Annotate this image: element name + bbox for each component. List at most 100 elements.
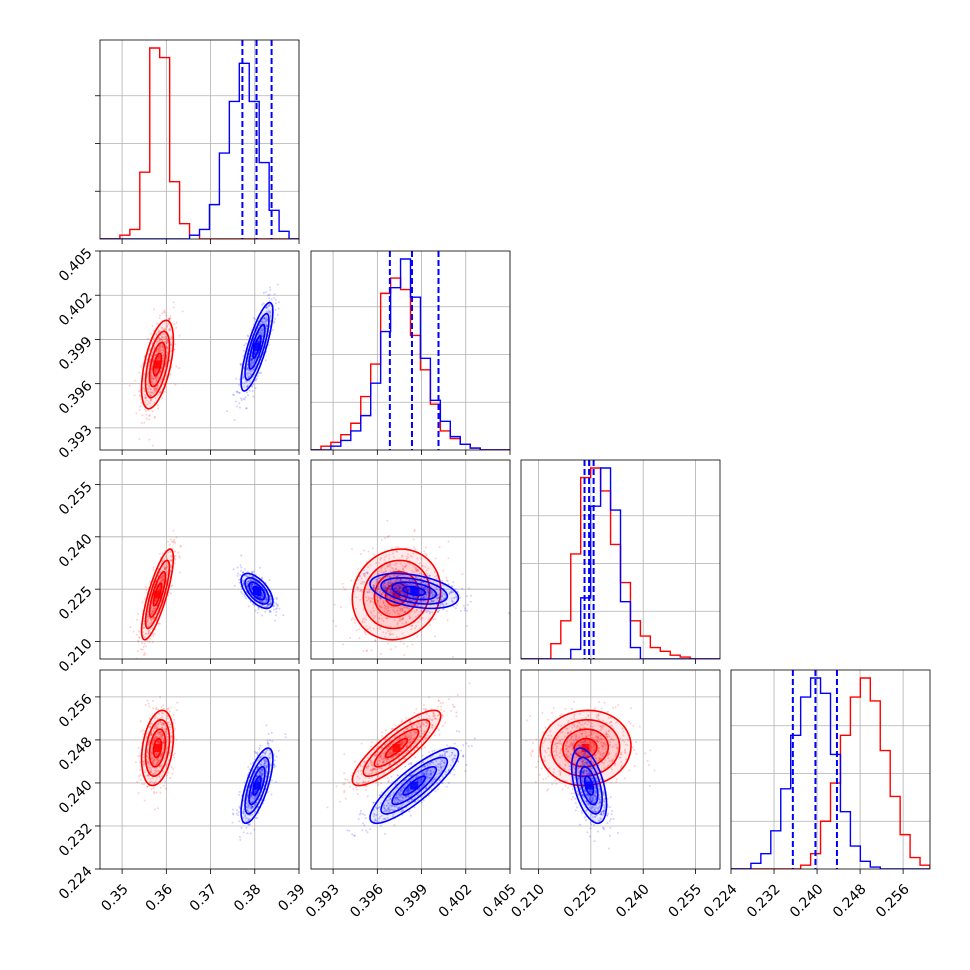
- sample-point-blue: [244, 815, 247, 818]
- sample-point-red: [155, 353, 158, 356]
- sample-point-blue: [239, 363, 242, 366]
- sample-point-red: [168, 710, 171, 713]
- sample-point-blue: [376, 585, 379, 588]
- sample-point-blue: [259, 329, 262, 332]
- sample-point-red: [159, 765, 162, 768]
- panel-content: [332, 519, 510, 658]
- sample-point-red: [152, 781, 155, 784]
- sample-point-red: [153, 416, 156, 419]
- sample-point-blue: [238, 378, 241, 381]
- sample-point-blue: [397, 588, 400, 591]
- sample-point-blue: [244, 382, 247, 385]
- histogram-blue: [100, 62, 299, 239]
- sample-point-blue: [426, 583, 429, 586]
- sample-point-blue: [451, 591, 454, 594]
- sample-point-blue: [436, 574, 439, 577]
- sample-point-blue: [253, 360, 256, 363]
- sample-point-red: [168, 543, 171, 546]
- sample-point-red: [408, 589, 411, 592]
- sample-point-red: [147, 741, 150, 744]
- sample-point-blue: [387, 584, 390, 587]
- sample-point-blue: [435, 587, 438, 590]
- sample-point-blue: [415, 596, 418, 599]
- sample-point-red: [146, 388, 149, 391]
- sample-point-red: [163, 309, 166, 312]
- sample-point-red: [377, 611, 380, 614]
- sample-point-red: [161, 740, 164, 743]
- sample-point-red: [385, 586, 388, 589]
- sample-point-blue: [262, 302, 265, 305]
- sample-point-blue: [265, 598, 268, 601]
- sample-point-blue: [422, 600, 425, 603]
- sample-point-blue: [253, 358, 256, 361]
- sample-point-red: [157, 740, 160, 743]
- sample-point-red: [148, 414, 151, 417]
- sample-point-blue: [243, 568, 246, 571]
- sample-point-blue: [390, 582, 393, 585]
- sample-point-red: [158, 372, 161, 375]
- sample-point-blue: [405, 606, 408, 609]
- sample-point-red: [164, 379, 167, 382]
- sample-point-blue: [266, 603, 269, 606]
- sample-point-red: [143, 623, 146, 626]
- sample-point-red: [409, 554, 412, 557]
- sample-point-red: [148, 385, 151, 388]
- sample-point-red: [155, 377, 158, 380]
- sample-point-red: [379, 576, 382, 579]
- sample-point-red: [157, 588, 160, 591]
- sample-point-red: [142, 631, 145, 634]
- sample-point-blue: [394, 568, 397, 571]
- sample-point-red: [149, 638, 152, 641]
- sample-point-blue: [249, 600, 252, 603]
- sample-point-red: [157, 385, 160, 388]
- sample-point-blue: [236, 566, 239, 569]
- sample-point-blue: [449, 591, 452, 594]
- sample-point-blue: [253, 604, 256, 607]
- sample-point-red: [387, 609, 390, 612]
- sample-point-blue: [421, 590, 424, 593]
- sample-point-red: [350, 548, 353, 551]
- sample-point-red: [388, 557, 391, 560]
- sample-point-red: [175, 326, 178, 329]
- sample-point-blue: [376, 581, 379, 584]
- sample-point-red: [416, 569, 419, 572]
- sample-point-red: [146, 762, 149, 765]
- sample-point-red: [151, 392, 154, 395]
- sample-point-red: [399, 608, 402, 611]
- sample-point-red: [146, 699, 149, 702]
- sample-point-red: [421, 564, 424, 567]
- sample-point-blue: [265, 325, 268, 328]
- sample-point-red: [155, 727, 158, 730]
- sample-point-blue: [259, 596, 262, 599]
- sample-point-red: [157, 760, 160, 763]
- sample-point-red: [153, 792, 156, 795]
- sample-point-red: [414, 567, 417, 570]
- sample-point-blue: [426, 574, 429, 577]
- sample-point-red: [165, 335, 168, 338]
- sample-point-blue: [269, 752, 272, 755]
- sample-point-red: [416, 557, 419, 560]
- sample-point-blue: [424, 609, 427, 612]
- sample-point-blue: [260, 327, 263, 330]
- sample-point-blue: [387, 584, 390, 587]
- sample-point-blue: [240, 590, 243, 593]
- sample-point-red: [146, 383, 149, 386]
- sample-point-red: [148, 739, 151, 742]
- sample-point-blue: [261, 595, 264, 598]
- sample-point-blue: [249, 578, 252, 581]
- sample-point-red: [156, 403, 159, 406]
- sample-point-blue: [269, 598, 272, 601]
- sample-point-blue: [254, 751, 257, 754]
- sample-point-blue: [250, 359, 253, 362]
- sample-point-blue: [255, 377, 258, 380]
- sample-point-red: [156, 761, 159, 764]
- sample-point-blue: [267, 603, 270, 606]
- sample-point-blue: [269, 610, 272, 613]
- sample-point-red: [147, 625, 150, 628]
- sample-point-red: [379, 577, 382, 580]
- sample-point-blue: [242, 584, 245, 587]
- sample-point-red: [400, 596, 403, 599]
- sample-point-red: [395, 575, 398, 578]
- sample-point-red: [369, 601, 372, 604]
- sample-point-red: [162, 578, 165, 581]
